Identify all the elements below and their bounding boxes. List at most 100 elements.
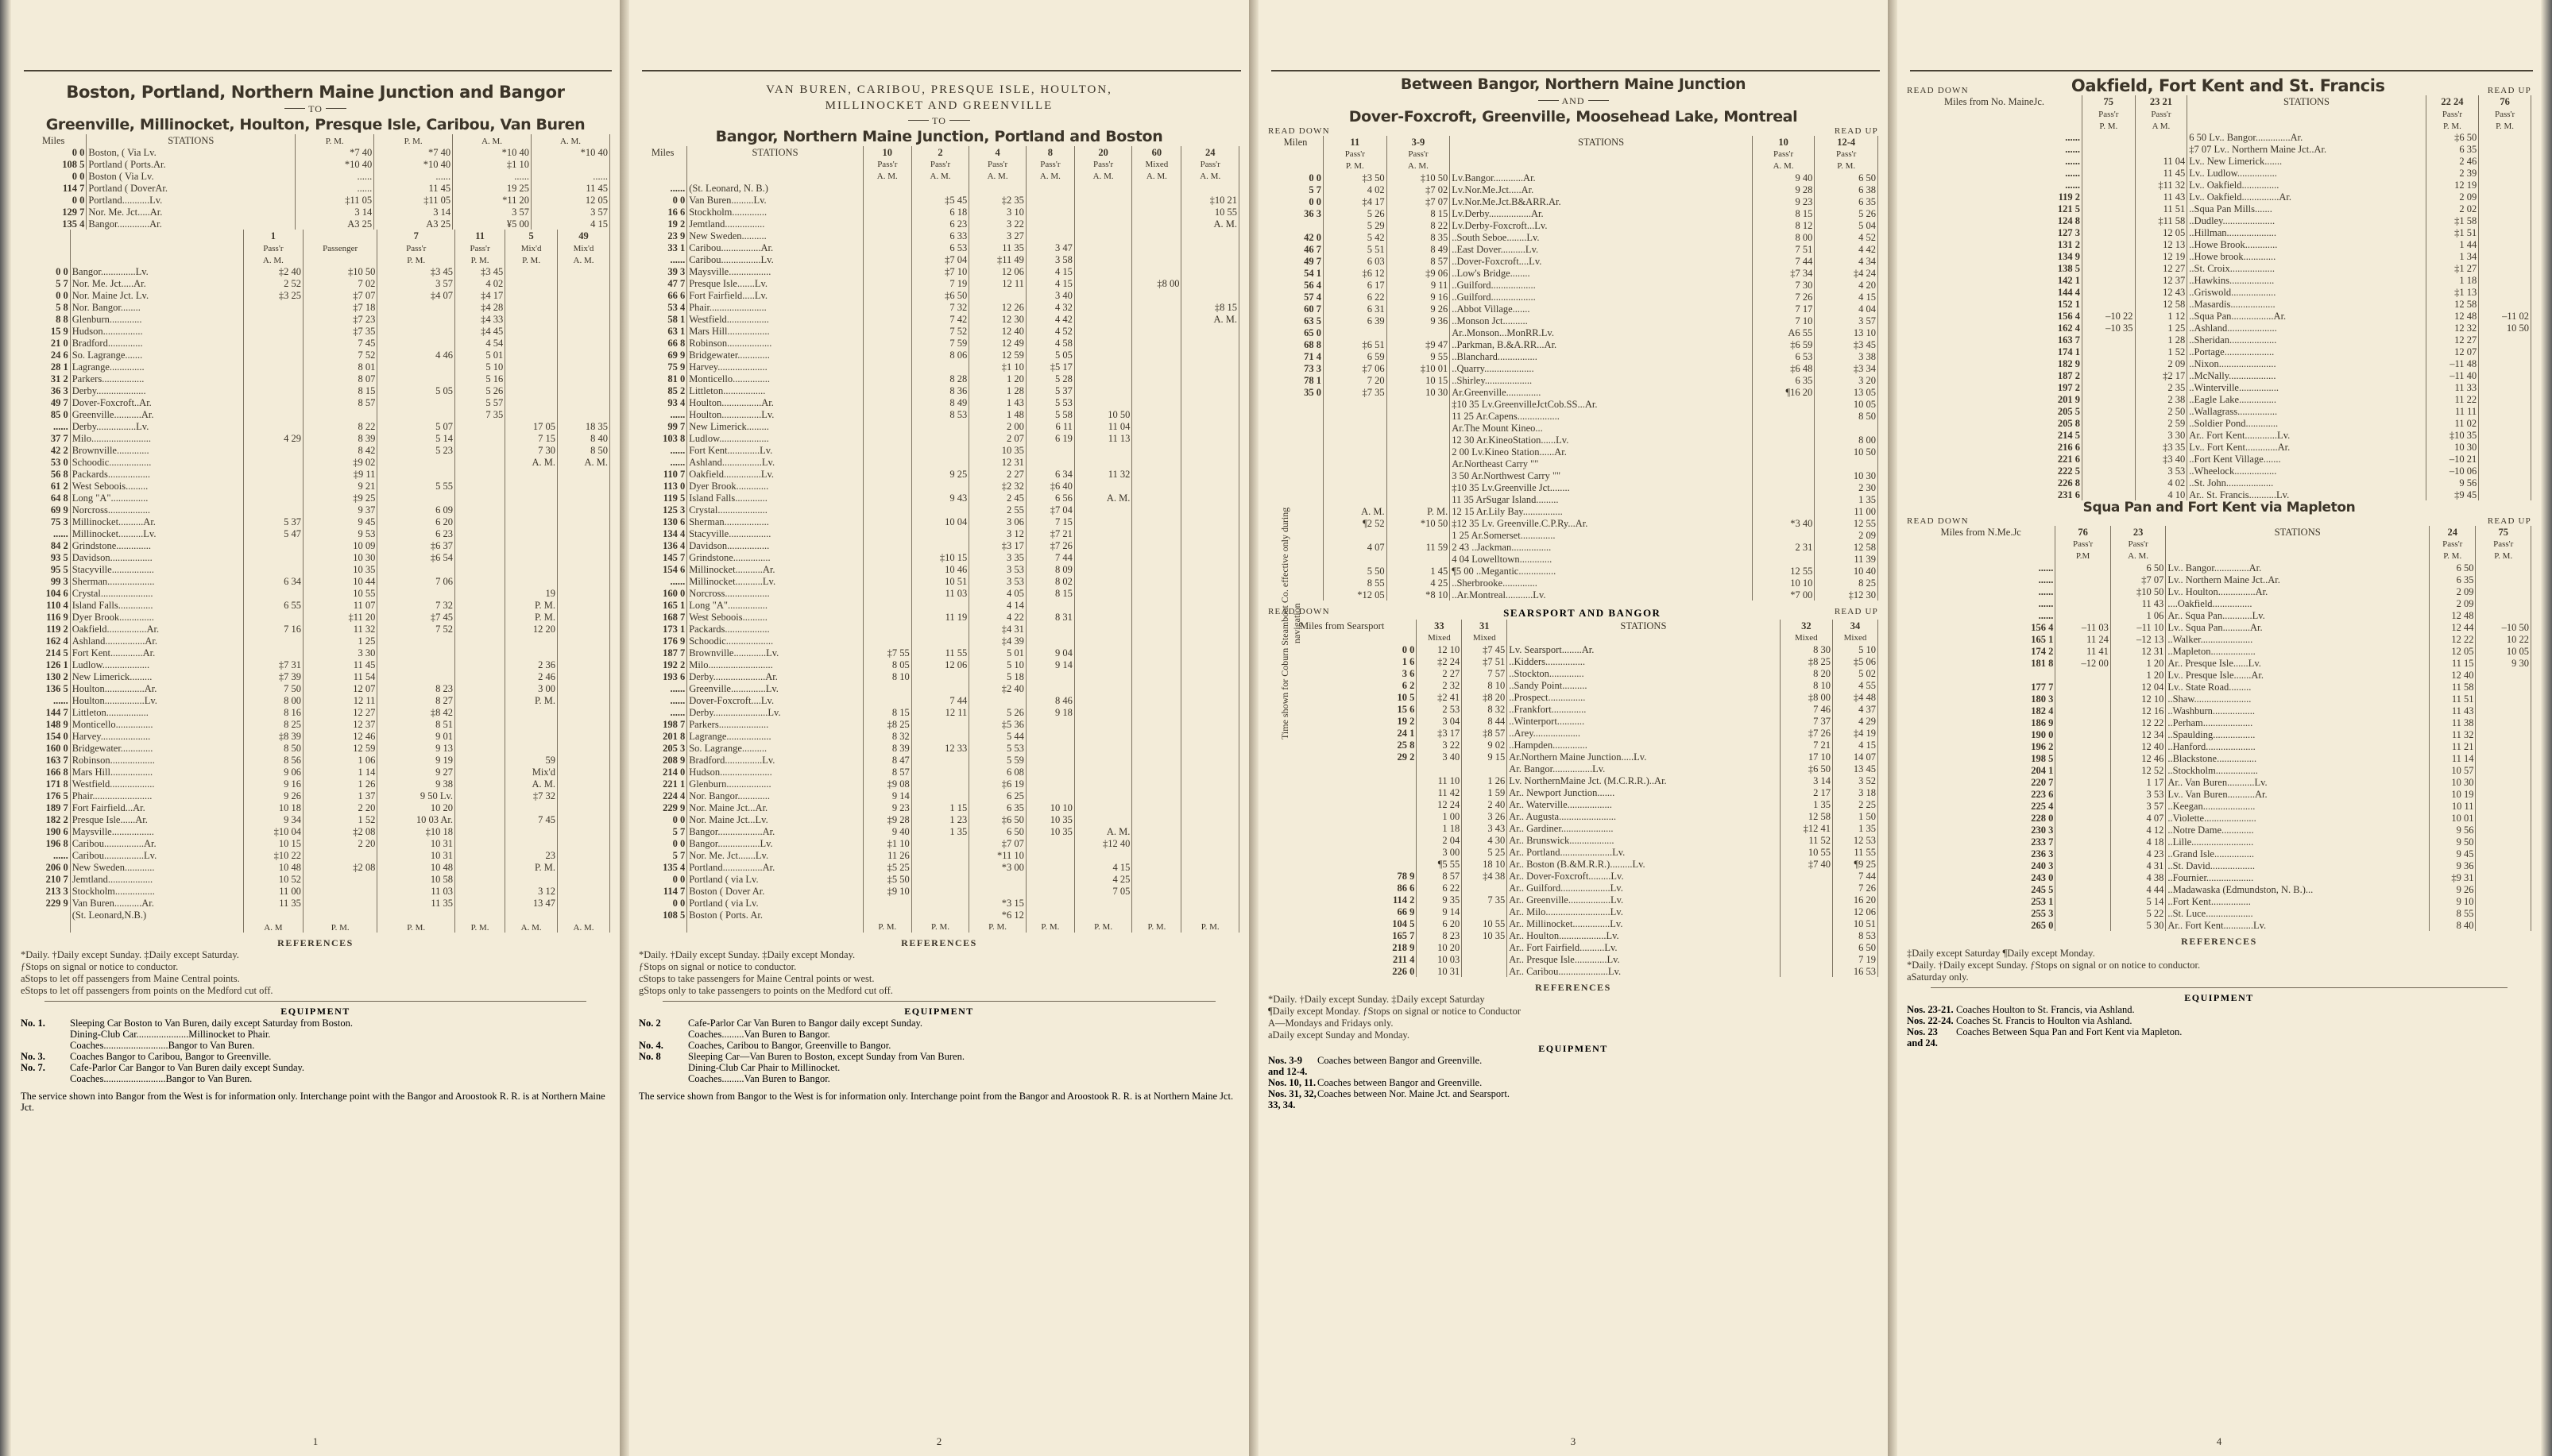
equipment-description: Coaches Between Squa Pan and Fort Kent v… bbox=[1956, 1025, 2183, 1037]
station-name: Lv.. Northern Maine Jct..Ar. bbox=[2165, 573, 2430, 585]
right-time-1 bbox=[2475, 799, 2531, 812]
time-5 bbox=[557, 503, 610, 516]
time-2: 1 28 bbox=[969, 384, 1027, 396]
time-3 bbox=[454, 574, 506, 587]
station-name: Ar.. Waterville.................. bbox=[1506, 798, 1781, 810]
miles: ...... bbox=[1907, 573, 2056, 585]
left-time-1: 8 22 bbox=[1386, 218, 1451, 231]
table-row: 66 8 Robinson.................. 7 59 12 49… bbox=[639, 336, 1239, 349]
time-2: 1 43 bbox=[969, 396, 1027, 408]
miles bbox=[1268, 445, 1324, 458]
left-time-1: ‡2 17 bbox=[2135, 369, 2188, 382]
time-5 bbox=[1131, 622, 1182, 635]
time-1: ‡7 23 bbox=[303, 312, 378, 325]
miles: 64 8 bbox=[21, 491, 71, 504]
right-time-1 bbox=[2478, 143, 2531, 156]
time-3 bbox=[1026, 848, 1075, 861]
table-row: Miles STATIONS P. M. P. M. A. M. A. M. bbox=[21, 133, 610, 146]
time-0: ‡3 25 bbox=[243, 288, 304, 301]
page2-equipment: EQUIPMENT No. 2 Cafe-Parlor Car Van Buren… bbox=[639, 1006, 1239, 1084]
train-number-4: 20 bbox=[1074, 145, 1133, 158]
reference-line-3: eStops to let off passengers from points… bbox=[21, 984, 273, 996]
time-6: ‡10 21 bbox=[1181, 193, 1239, 206]
right-time-1: 3 52 bbox=[1832, 774, 1878, 786]
left-time-1: 10 15 bbox=[1386, 373, 1451, 386]
table-row: 206 0 New Sweden............ 10 48 ‡2 08 10 … bbox=[21, 860, 610, 873]
table-row: ...... Greenville..............Lv. ‡2 40 bbox=[639, 682, 1239, 694]
right-time-1: 6 38 bbox=[1814, 183, 1878, 195]
left-time-0 bbox=[2082, 381, 2136, 394]
time-2: 5 23 bbox=[377, 443, 456, 456]
time-4 bbox=[505, 324, 559, 337]
time-1: 8 15 bbox=[303, 384, 378, 396]
right-time-1: 4 34 bbox=[1814, 254, 1878, 267]
right-time-1 bbox=[2475, 882, 2531, 895]
station-name: Houlton................Lv. bbox=[70, 693, 244, 706]
right-time-1: 4 15 bbox=[1832, 738, 1878, 751]
left-time-0 bbox=[2082, 357, 2136, 370]
station-name: ..East Dover..........Lv. bbox=[1449, 242, 1753, 255]
left-time-1: 2 59 bbox=[2135, 417, 2188, 430]
left-time-0: 2 32 bbox=[1416, 678, 1463, 691]
time-2: 9 19 bbox=[377, 753, 456, 766]
page4-equipment-title: EQUIPMENT bbox=[2184, 991, 2254, 1003]
station-name: ..Hanford.................... bbox=[2165, 740, 2430, 752]
miles bbox=[1268, 481, 1324, 493]
time-4 bbox=[1074, 634, 1133, 647]
time-5 bbox=[1131, 503, 1182, 516]
time-5 bbox=[557, 539, 610, 551]
table-row: 110 4 Island Falls.............. 6 55 11 07… bbox=[21, 598, 610, 611]
time-1: 1 23 bbox=[911, 813, 970, 825]
table-row: ...... Millinocket..........Lv. 5 47 9 53 6 … bbox=[21, 527, 610, 539]
spacer bbox=[686, 920, 864, 933]
station-name: Ludlow................... bbox=[70, 658, 244, 670]
left-time-0: 3 04 bbox=[1416, 714, 1463, 727]
table-row: 1 25 Ar.Somerset.............. 2 09 bbox=[1268, 528, 1878, 541]
table-row: 75 3 Millinocket..........Ar. 5 37 9 45 6 20 bbox=[21, 515, 610, 527]
left-time-0 bbox=[2082, 393, 2136, 406]
table-row: 222 5 3 53 ..Wheelock................. –10… bbox=[1907, 465, 2531, 477]
left-time-1: 4 23 bbox=[2110, 847, 2167, 859]
miles: ...... bbox=[1907, 585, 2056, 597]
page2-title-caps-2: MILLINOCKET AND GREENVILLE bbox=[825, 98, 1054, 112]
right-train-number-0: 22 24 bbox=[2426, 95, 2480, 108]
left-time-1: 8 57 bbox=[1386, 254, 1451, 267]
right-time-0: 6 35 bbox=[2429, 573, 2477, 585]
miles: 85 0 bbox=[21, 407, 71, 420]
time-2: 1 48 bbox=[969, 407, 1027, 420]
time-2 bbox=[377, 360, 456, 373]
station-name: ..Frankfort.............. bbox=[1506, 702, 1781, 715]
table-row: ...... Derby................Lv. 8 22 5 07 … bbox=[21, 419, 610, 432]
station-name: Millinocket...........Lv. bbox=[686, 574, 864, 587]
table-row: 204 1 12 52 ..Stockholm................. 1… bbox=[1907, 763, 2531, 776]
table-row: 154 6 Millinocket...........Ar. 10 46 3 53… bbox=[639, 562, 1239, 575]
left-time-1: 1 25 bbox=[2135, 322, 2188, 334]
table-row: 21 0 Bradford.............. 7 45 4 54 bbox=[21, 336, 610, 349]
time-2: ‡6 19 bbox=[969, 777, 1027, 790]
table-row: P. M. A. M. A. M. P. M. bbox=[1268, 159, 1878, 172]
time-5 bbox=[1131, 813, 1182, 825]
miles: 221 1 bbox=[639, 777, 688, 790]
time-5 bbox=[1131, 300, 1182, 313]
table-row: 162 4 Ashland................Ar. 1 25 bbox=[21, 634, 610, 647]
time-3: 5 57 bbox=[454, 396, 506, 408]
time-6 bbox=[1181, 336, 1239, 349]
train-kind-3: Pass'r bbox=[454, 241, 506, 253]
time-3: ‡7 04 bbox=[1026, 503, 1075, 516]
page2-main-table: Miles STATIONS 10 2 4 8 20 60 24 Pass'r Pass'r Pas… bbox=[639, 145, 1239, 933]
right-time-1: 3 20 bbox=[1814, 373, 1878, 386]
miles: 24 1 bbox=[1268, 726, 1417, 739]
time-6: A. M. bbox=[1181, 312, 1239, 325]
time-1: 10 09 bbox=[303, 539, 378, 551]
time-0: ‡9 10 bbox=[863, 884, 912, 897]
left-time-0: 4 07 bbox=[1323, 540, 1387, 553]
time-4 bbox=[1074, 479, 1133, 492]
searsport-title: SEARSPORT AND BANGOR bbox=[1503, 606, 1661, 619]
time-0 bbox=[243, 610, 304, 623]
time-3: ‡4 17 bbox=[454, 288, 506, 301]
miles: 86 6 bbox=[1268, 881, 1417, 894]
left-time-1: ‡4 38 bbox=[1461, 869, 1508, 882]
time-5 bbox=[557, 348, 610, 361]
